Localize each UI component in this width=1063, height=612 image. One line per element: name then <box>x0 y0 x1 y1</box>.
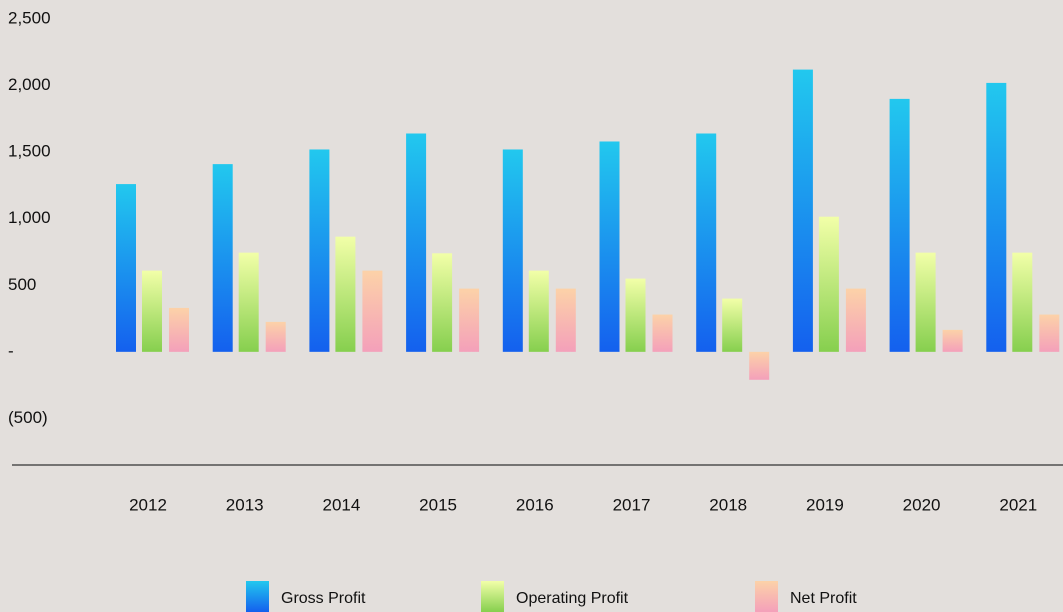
bar <box>599 141 620 352</box>
x-tick-label: 2019 <box>806 495 844 514</box>
bar <box>502 149 523 352</box>
bar <box>265 321 286 352</box>
legend-label: Operating Profit <box>516 590 629 607</box>
y-tick-label: - <box>8 341 14 360</box>
bar <box>625 278 646 352</box>
x-tick-label: 2018 <box>709 495 747 514</box>
bar <box>749 351 770 380</box>
bar <box>362 270 383 352</box>
bar <box>845 288 866 352</box>
y-tick-label: (500) <box>8 408 48 427</box>
legend-label: Gross Profit <box>281 590 366 607</box>
x-tick-label: 2016 <box>516 495 554 514</box>
y-tick-label: 1,000 <box>8 208 51 227</box>
bar <box>1039 314 1060 352</box>
bar <box>459 288 480 352</box>
bar <box>722 298 743 352</box>
legend-swatch <box>755 581 778 612</box>
bar <box>986 82 1007 352</box>
y-tick-label: 2,500 <box>8 8 51 27</box>
bar <box>238 252 259 352</box>
bar <box>1012 252 1033 352</box>
bar <box>212 164 233 352</box>
legend-label: Net Profit <box>790 590 857 607</box>
x-tick-label: 2014 <box>322 495 360 514</box>
bar <box>555 288 576 352</box>
x-tick-label: 2020 <box>903 495 941 514</box>
bar <box>889 98 910 352</box>
bar <box>169 307 189 352</box>
bar <box>116 184 136 352</box>
bar <box>942 329 963 352</box>
x-tick-label: 2013 <box>226 495 264 514</box>
x-tick-label: 2015 <box>419 495 457 514</box>
y-tick-label: 2,000 <box>8 75 51 94</box>
bar <box>818 216 839 352</box>
bar <box>309 149 330 352</box>
bar <box>652 314 673 352</box>
x-tick-label: 2017 <box>613 495 651 514</box>
bar <box>528 270 549 352</box>
bar <box>432 253 453 352</box>
bar <box>696 133 717 352</box>
bar <box>406 133 427 352</box>
y-tick-label: 1,500 <box>8 142 51 161</box>
legend-swatch <box>481 581 504 612</box>
bar <box>792 69 813 352</box>
bar <box>335 236 356 352</box>
x-tick-label: 2012 <box>129 495 167 514</box>
y-tick-label: 500 <box>8 275 36 294</box>
legend-swatch <box>246 581 269 612</box>
bar <box>915 252 936 352</box>
bar <box>142 270 162 352</box>
x-tick-label: 2021 <box>999 495 1037 514</box>
